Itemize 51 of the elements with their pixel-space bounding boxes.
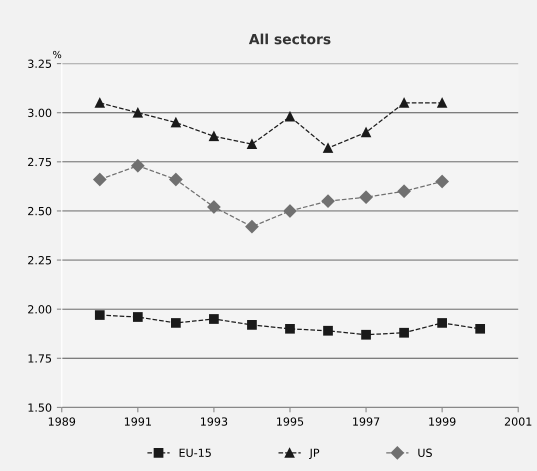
- x-tick-label: 2001: [504, 417, 532, 426]
- y-tick-label: 2.75: [28, 158, 52, 166]
- y-axis-title: %: [53, 50, 62, 58]
- y-tick-label: 1.75: [28, 354, 52, 363]
- point: [283, 204, 297, 218]
- y-tick-label: 2.25: [28, 256, 52, 264]
- point: [285, 324, 295, 334]
- y-tick-label: 2.00: [28, 305, 52, 314]
- y-tick-label: 1.50: [28, 403, 52, 412]
- point: [247, 320, 257, 330]
- point: [207, 200, 220, 214]
- point: [399, 98, 409, 108]
- point: [285, 112, 295, 122]
- point: [323, 143, 333, 153]
- y-tick-label: 3.25: [28, 60, 52, 68]
- x-tick-label: 1997: [353, 417, 380, 426]
- legend-label: JP: [309, 448, 320, 460]
- point: [321, 194, 335, 208]
- point: [209, 131, 219, 142]
- point: [171, 118, 181, 128]
- point: [247, 139, 257, 149]
- point: [437, 98, 447, 108]
- legend-label: EU-15: [180, 448, 211, 457]
- x-tick-label: 1993: [200, 417, 228, 426]
- point: [171, 318, 181, 328]
- point: [94, 310, 105, 320]
- point: [359, 190, 373, 204]
- point: [132, 312, 143, 322]
- point: [245, 220, 259, 234]
- x-tick-label: 1991: [124, 417, 151, 426]
- x-tick-label: 1989: [48, 417, 76, 426]
- point: [94, 98, 105, 108]
- y-tick-label: 2.50: [28, 206, 52, 216]
- point: [323, 326, 333, 336]
- point: [436, 174, 449, 188]
- point: [399, 328, 409, 338]
- point: [361, 330, 371, 340]
- x-tick-label: 1999: [429, 417, 456, 426]
- legend-label: US: [418, 448, 432, 457]
- point: [131, 159, 144, 172]
- point: [361, 127, 371, 138]
- point: [93, 172, 106, 186]
- point: [169, 172, 182, 186]
- x-tick-label: 1995: [277, 417, 304, 426]
- y-tick-label: 3.00: [28, 108, 52, 118]
- chart-title: All sectors: [248, 34, 330, 44]
- point: [475, 324, 486, 334]
- point: [398, 184, 411, 198]
- point: [209, 314, 219, 324]
- point: [132, 108, 143, 118]
- point: [437, 318, 447, 328]
